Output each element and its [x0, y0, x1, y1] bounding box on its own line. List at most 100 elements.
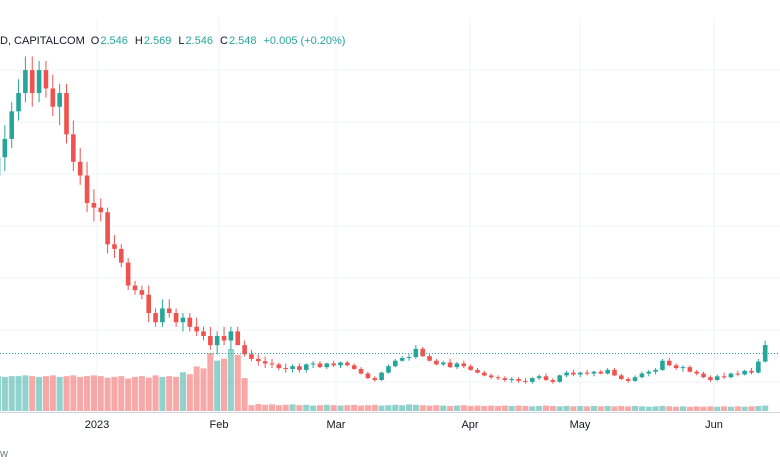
volume-bar	[412, 404, 419, 411]
volume-bar	[597, 406, 604, 411]
candle-body	[667, 360, 672, 366]
volume-bar	[727, 406, 734, 411]
volume-bar	[152, 375, 159, 411]
candle-body	[358, 368, 364, 374]
candle	[50, 74, 56, 116]
volume-bar	[358, 405, 365, 411]
candle	[317, 361, 323, 369]
candle-body	[543, 376, 549, 380]
ohlc-legend: D, CAPITALCOM O 2.546 H 2.569 L 2.546 C …	[0, 33, 345, 49]
candle	[598, 369, 604, 375]
volume-bar	[707, 406, 714, 411]
candle-body	[660, 360, 665, 370]
volume-bar	[529, 406, 536, 411]
candle	[495, 375, 501, 380]
volume-bar	[131, 376, 139, 411]
volume-bar	[323, 404, 330, 411]
volume-bar	[522, 405, 529, 411]
candle	[228, 326, 234, 350]
candle-body	[290, 366, 295, 369]
candle	[139, 285, 145, 300]
volume-bar	[344, 405, 351, 411]
candle-body	[413, 348, 419, 358]
candle	[290, 364, 295, 373]
candle-body	[283, 368, 288, 370]
candle	[406, 354, 412, 361]
candle	[29, 56, 35, 107]
candle	[91, 189, 97, 222]
volume-bar	[433, 405, 440, 411]
volume-bar	[748, 406, 755, 411]
candle	[488, 373, 494, 380]
volume-bar	[8, 376, 15, 412]
volume-bar	[673, 406, 680, 411]
volume-bar	[577, 405, 584, 411]
candle-body	[427, 356, 432, 361]
candle	[283, 363, 288, 373]
volume-bar	[714, 406, 721, 411]
candle-body	[372, 378, 378, 380]
volume-bar	[618, 405, 625, 411]
volume-bar	[337, 405, 344, 411]
volume-bar	[275, 405, 282, 411]
candle-body	[461, 363, 467, 367]
candle-body	[694, 371, 699, 374]
candle	[303, 363, 309, 373]
candle	[338, 361, 343, 369]
volume-bar	[29, 376, 36, 412]
volume-bar	[515, 405, 522, 411]
volume-bar	[652, 406, 659, 411]
volume-bar	[77, 376, 84, 411]
candle	[9, 102, 14, 149]
volume-bar	[385, 405, 392, 411]
candle-body	[564, 372, 569, 376]
candle	[619, 373, 624, 380]
candle	[146, 285, 151, 323]
volume-bar	[207, 352, 214, 412]
candle-body	[310, 363, 316, 365]
candle-body	[242, 345, 247, 355]
candle-body	[43, 70, 49, 89]
candle	[434, 358, 439, 366]
candle	[762, 340, 768, 363]
candle-body	[153, 313, 158, 323]
volume-bar	[173, 376, 180, 411]
candle	[660, 358, 665, 371]
volume-bar	[590, 405, 597, 411]
candle	[625, 377, 631, 383]
candle-body	[605, 369, 610, 374]
volume-bar	[159, 376, 166, 411]
candle	[687, 365, 693, 373]
candle-body	[84, 175, 90, 204]
volume-bar	[460, 405, 467, 411]
volume-bar	[741, 406, 748, 411]
candle-body	[132, 285, 138, 291]
candle-body	[701, 373, 706, 378]
high-label: H	[134, 35, 143, 47]
x-tick-label: Feb	[210, 419, 229, 431]
candle	[516, 377, 521, 383]
volume-bar	[495, 405, 502, 411]
candle	[543, 373, 549, 381]
candle-body	[509, 379, 515, 381]
candle-body	[440, 362, 446, 365]
candle	[468, 364, 473, 371]
candle-body	[317, 363, 323, 368]
candle	[427, 354, 432, 362]
x-tick-label: Jun	[705, 419, 723, 431]
candle-body	[235, 331, 241, 346]
volume-bar	[638, 406, 645, 411]
candle-body	[105, 212, 110, 245]
volume-bar	[221, 358, 228, 411]
candle-body	[728, 373, 734, 378]
candle-body	[23, 70, 28, 94]
volume-bar	[604, 405, 611, 411]
candle-body	[91, 203, 97, 208]
volume-bar	[399, 405, 406, 411]
volume-bar	[762, 405, 769, 411]
candle-body	[646, 371, 652, 374]
volume-bar	[755, 405, 762, 411]
volume-bar	[645, 406, 652, 411]
candle	[701, 371, 706, 379]
